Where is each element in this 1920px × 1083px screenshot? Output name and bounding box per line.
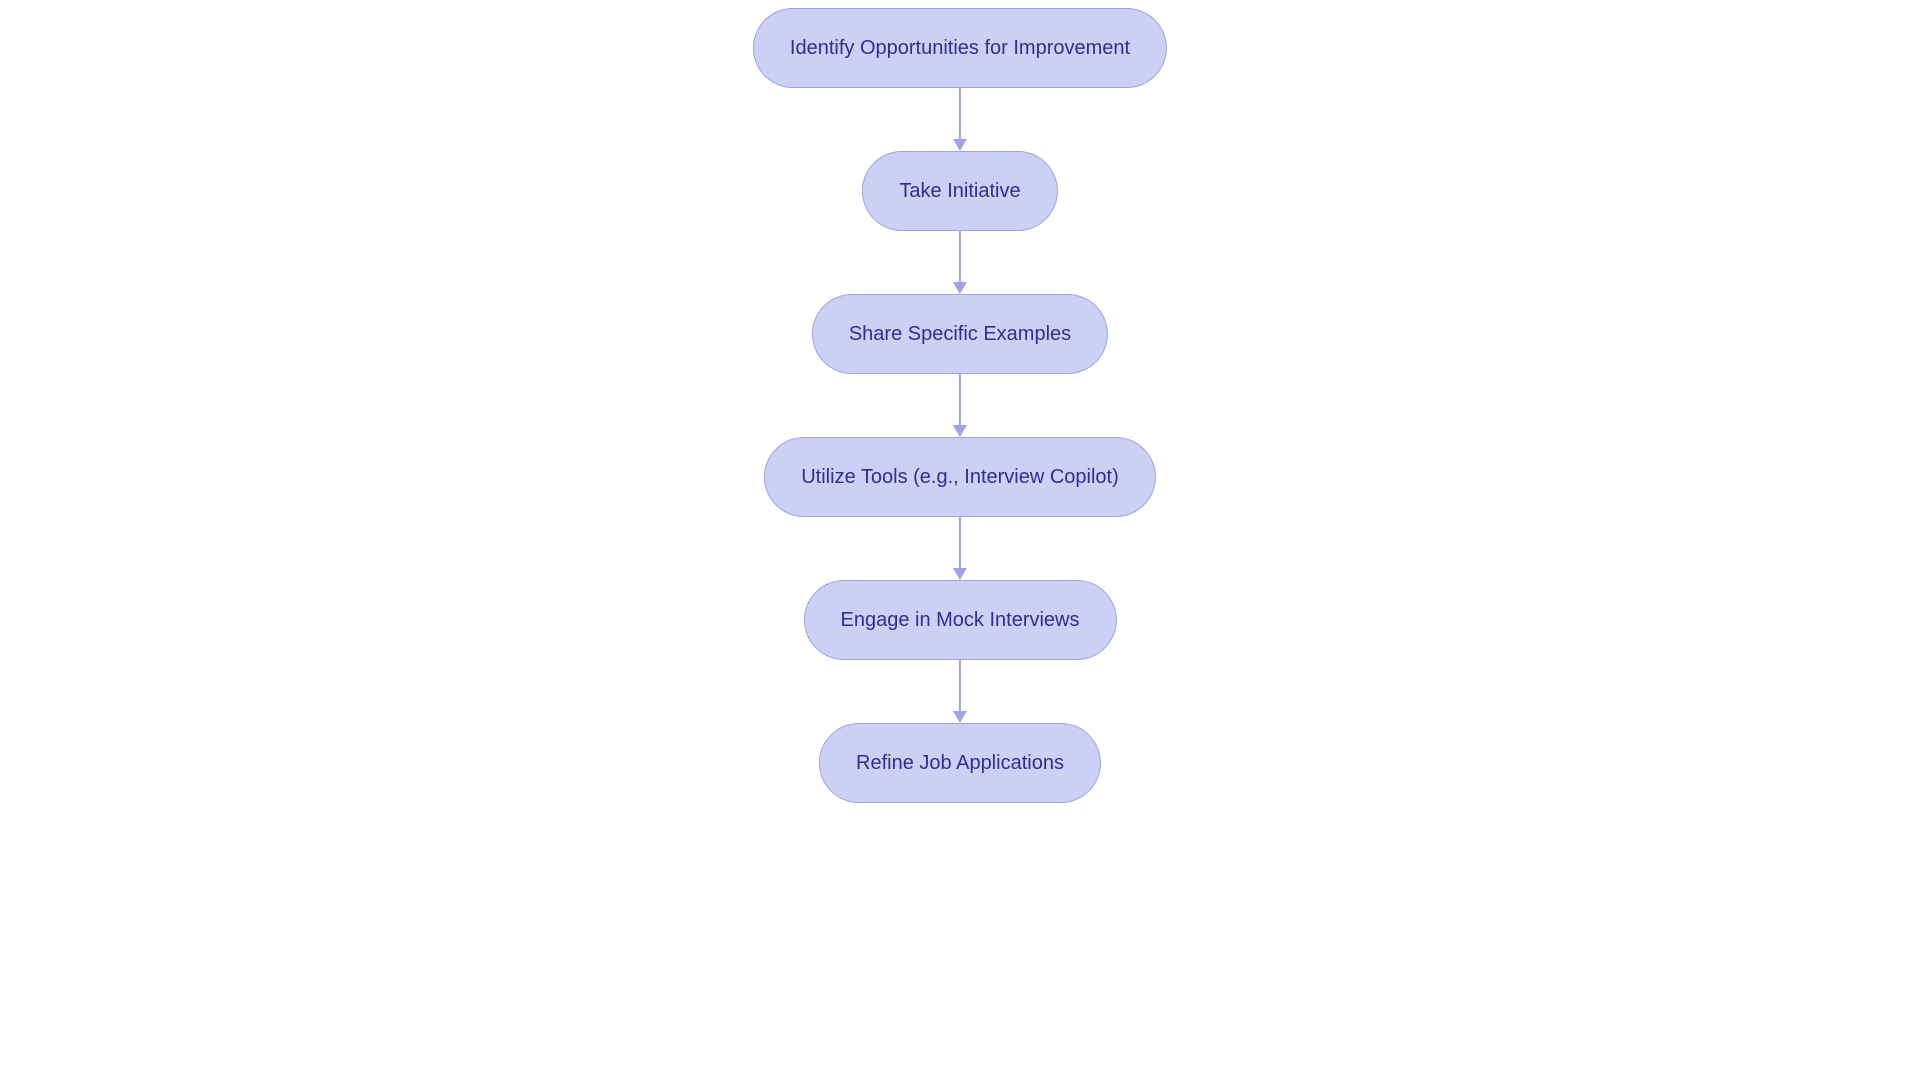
flowchart-node: Refine Job Applications: [819, 723, 1101, 803]
flowchart-node: Take Initiative: [862, 151, 1057, 231]
flowchart-node: Identify Opportunities for Improvement: [753, 8, 1167, 88]
flowchart-node: Share Specific Examples: [812, 294, 1108, 374]
flowchart-node: Engage in Mock Interviews: [803, 580, 1116, 660]
flowchart-arrow: [953, 517, 967, 580]
flowchart-arrow: [953, 231, 967, 294]
flowchart-arrow: [953, 88, 967, 151]
flowchart-node: Utilize Tools (e.g., Interview Copilot): [764, 437, 1156, 517]
flowchart-arrow: [953, 374, 967, 437]
flowchart-container: Identify Opportunities for Improvement Ta…: [753, 8, 1167, 803]
flowchart-arrow: [953, 660, 967, 723]
